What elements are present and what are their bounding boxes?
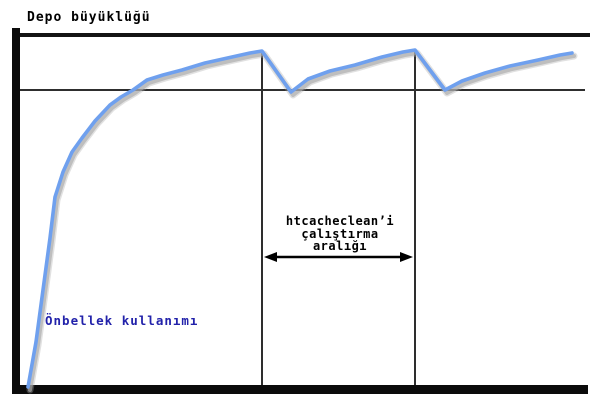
curve-shadow-inner	[28, 51, 576, 392]
interval-arrow-head-left	[264, 252, 277, 262]
store-size-line	[20, 33, 590, 37]
interval-label-line-2: çalıştırma	[301, 226, 379, 241]
clean-run-1-line	[261, 52, 263, 385]
interval-arrow-head-right	[400, 252, 413, 262]
interval-label-line-3: aralığı	[312, 239, 368, 253]
usage-curve-line	[26, 48, 574, 389]
clean-run-2-line	[414, 50, 416, 385]
y-axis	[12, 28, 20, 394]
x-axis	[12, 385, 588, 394]
cache-usage-label: Önbellek kullanımı	[45, 313, 199, 328]
interval-label: htcacheclean’i çalıştırma aralığı	[264, 215, 416, 253]
interval-label-line-1: htcacheclean’i	[285, 214, 395, 228]
chart-title: Depo büyüklüğü	[27, 10, 151, 25]
